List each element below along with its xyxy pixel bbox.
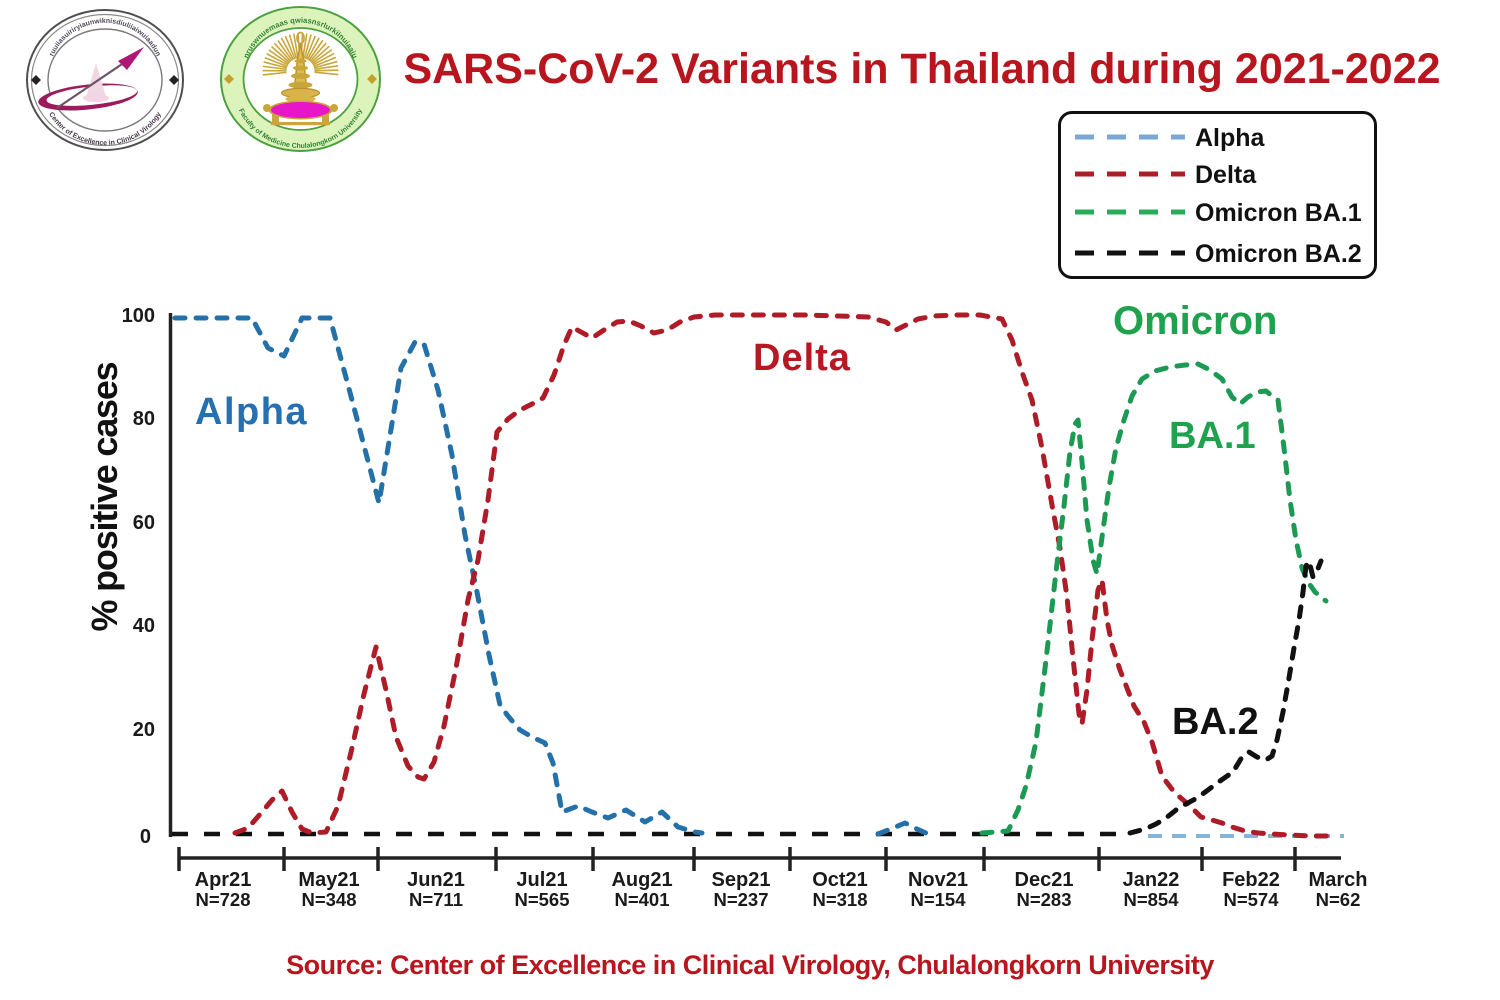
svg-text:% positive cases: % positive cases: [84, 362, 125, 631]
svg-text:N=401: N=401: [614, 889, 669, 910]
svg-text:N=318: N=318: [812, 889, 867, 910]
svg-text:Aug21: Aug21: [611, 869, 672, 891]
svg-text:Alpha: Alpha: [195, 391, 308, 433]
svg-text:Omicron BA.2: Omicron BA.2: [1195, 240, 1362, 268]
svg-text:N=565: N=565: [514, 889, 569, 910]
svg-text:N=854: N=854: [1123, 889, 1179, 910]
svg-text:20: 20: [133, 719, 155, 741]
svg-text:Feb22: Feb22: [1222, 869, 1280, 891]
svg-text:40: 40: [133, 615, 155, 637]
svg-text:Oct21: Oct21: [812, 869, 868, 891]
svg-text:Delta: Delta: [753, 337, 851, 379]
svg-text:Alpha: Alpha: [1195, 124, 1266, 152]
svg-text:60: 60: [133, 512, 155, 534]
svg-text:80: 80: [133, 408, 155, 430]
svg-text:BA.1: BA.1: [1169, 415, 1256, 457]
svg-text:N=154: N=154: [910, 889, 966, 910]
svg-text:N=62: N=62: [1316, 889, 1361, 910]
svg-text:Jan22: Jan22: [1123, 869, 1180, 891]
svg-text:BA.2: BA.2: [1172, 701, 1259, 743]
svg-text:N=728: N=728: [195, 889, 250, 910]
svg-text:Jun21: Jun21: [407, 869, 465, 891]
svg-text:N=237: N=237: [713, 889, 768, 910]
svg-text:Omicron BA.1: Omicron BA.1: [1195, 199, 1362, 227]
svg-text:Jul21: Jul21: [516, 869, 567, 891]
svg-text:N=348: N=348: [301, 889, 356, 910]
svg-text:0: 0: [140, 826, 151, 848]
svg-text:Dec21: Dec21: [1015, 869, 1074, 891]
svg-text:Sep21: Sep21: [712, 869, 771, 891]
svg-text:Apr21: Apr21: [195, 869, 252, 891]
svg-text:N=711: N=711: [409, 889, 463, 910]
svg-text:Delta: Delta: [1195, 161, 1257, 189]
svg-text:May21: May21: [298, 869, 359, 891]
svg-text:March: March: [1309, 869, 1368, 891]
svg-text:100: 100: [122, 305, 155, 327]
svg-text:Nov21: Nov21: [908, 869, 968, 891]
svg-text:N=283: N=283: [1016, 889, 1071, 910]
svg-text:N=574: N=574: [1223, 889, 1279, 910]
svg-text:Omicron: Omicron: [1113, 299, 1277, 343]
